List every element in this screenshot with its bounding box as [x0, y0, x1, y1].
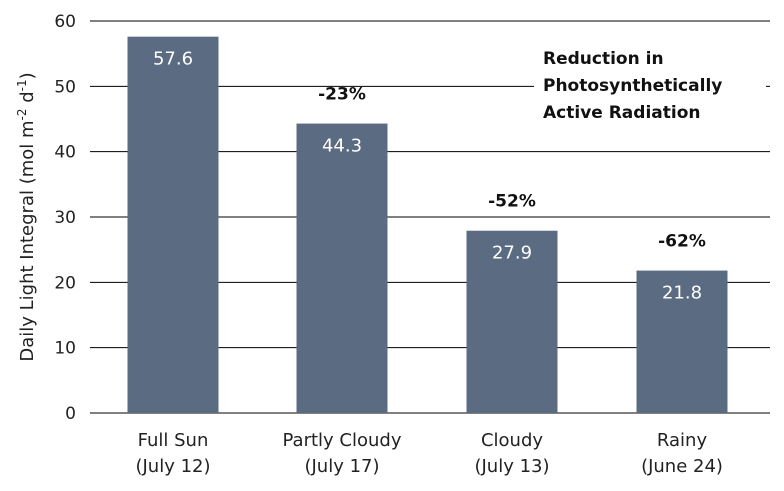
- y-axis-label: Daily Light Integral (mol m-2 d-1): [15, 72, 38, 361]
- y-tick-label-20: 20: [54, 273, 76, 293]
- reduction-label-3: -52%: [488, 192, 536, 212]
- bar-2: [296, 123, 388, 413]
- y-axis-title-sup2: -1: [15, 79, 29, 91]
- category-label-3-line2: (July 13): [474, 456, 549, 477]
- y-axis-title-suffix: ): [17, 72, 38, 79]
- y-axis-title: Daily Light Integral (mol m-2 d-1): [15, 72, 38, 361]
- y-axis-title-prefix: Daily Light Integral (mol m: [17, 120, 38, 361]
- category-label-4-line1: Rainy: [657, 430, 708, 451]
- category-label-3-line1: Cloudy: [481, 430, 543, 451]
- bar-4: [636, 270, 728, 413]
- reduction-labels: -23% -52% -62%: [318, 85, 706, 252]
- category-label-1-line2: (July 12): [135, 456, 210, 477]
- y-tick-label-30: 30: [54, 208, 76, 228]
- annotation-line-3: Active Radiation: [543, 103, 700, 123]
- bar-value-label-2: 44.3: [322, 136, 362, 157]
- y-tick-label-40: 40: [54, 143, 76, 163]
- annotation-backdrop: [534, 40, 766, 130]
- category-labels: Full Sun (July 12) Partly Cloudy (July 17) C…: [135, 430, 722, 477]
- category-label-1-line1: Full Sun: [138, 430, 209, 451]
- bar-value-label-4: 21.8: [662, 283, 702, 304]
- annotation-line-1: Reduction in: [543, 49, 664, 69]
- category-label-2-line1: Partly Cloudy: [283, 430, 402, 451]
- category-label-4-line2: (June 24): [641, 456, 723, 477]
- bars: [127, 36, 728, 414]
- bar-value-label-3: 27.9: [492, 243, 532, 264]
- reduction-label-4: -62%: [658, 232, 706, 252]
- y-tick-labels: 0 10 20 30 40 50 60: [54, 12, 76, 424]
- y-axis-title-mid: d: [17, 91, 38, 108]
- y-tick-label-50: 50: [54, 77, 76, 97]
- bar-3: [466, 230, 558, 413]
- reduction-label-2: -23%: [318, 85, 366, 105]
- category-label-2-line2: (July 17): [304, 456, 379, 477]
- bar-1: [127, 36, 219, 414]
- y-axis-title-sup1: -2: [15, 109, 29, 121]
- bar-value-label-1: 57.6: [153, 49, 193, 70]
- annotation-box: Reduction in Photosynthetically Active Rad…: [534, 40, 766, 130]
- bar-value-labels: 57.6 44.3 27.9 21.8: [153, 49, 702, 304]
- annotation-line-2: Photosynthetically: [543, 76, 722, 96]
- y-tick-label-60: 60: [54, 12, 76, 32]
- y-tick-label-0: 0: [65, 404, 76, 424]
- y-tick-label-10: 10: [54, 339, 76, 359]
